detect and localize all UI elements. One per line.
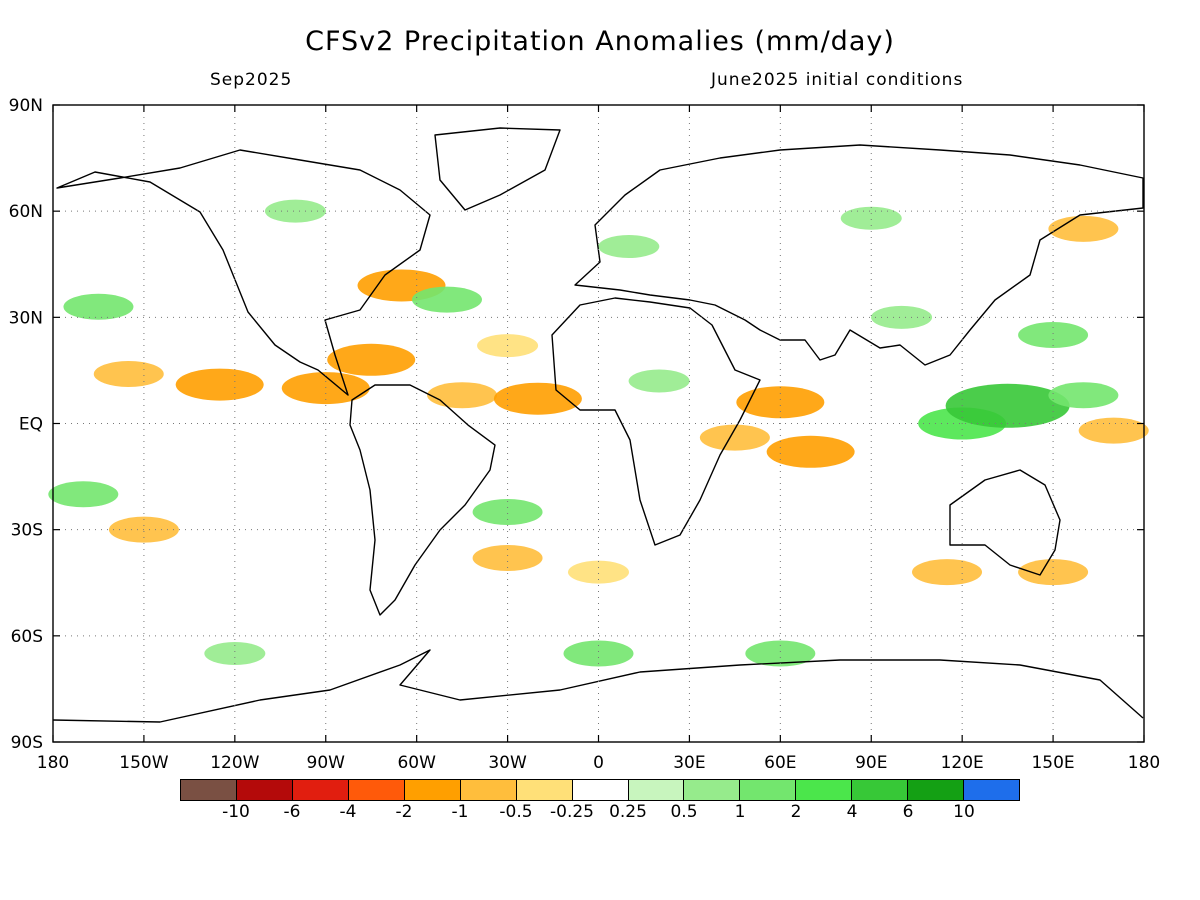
colorbar-swatch bbox=[572, 780, 629, 800]
colorbar-swatch bbox=[236, 780, 293, 800]
axis-labels: 180 150W 120W 90W 60W 30W 0 30E 60E 90E 120E 150E 18… bbox=[9, 96, 1161, 773]
anomaly-patch bbox=[175, 368, 264, 401]
axis-ticks bbox=[52, 104, 1145, 743]
valid-month-label: Sep2025 bbox=[210, 70, 293, 90]
lon-tick-label: 60E bbox=[764, 753, 796, 773]
colorbar-label: 0.5 bbox=[670, 802, 698, 822]
lat-tick-label: 60N bbox=[9, 202, 43, 222]
anomaly-patch bbox=[1048, 382, 1119, 409]
colorbar-label: 10 bbox=[953, 802, 975, 822]
lon-tick-label: 150W bbox=[119, 753, 168, 773]
anomaly-patch bbox=[493, 382, 582, 415]
south-america-coastline bbox=[349, 384, 496, 616]
colorbar-swatch bbox=[908, 780, 965, 800]
anomaly-patch bbox=[1048, 215, 1119, 242]
anomaly-patch bbox=[472, 498, 543, 525]
map-title: CFSv2 Precipitation Anomalies (mm/day) bbox=[305, 26, 895, 57]
anomaly-patch bbox=[745, 640, 816, 667]
colorbar-swatch bbox=[348, 780, 405, 800]
lat-tick-label: 90S bbox=[11, 733, 43, 753]
lon-tick-label: 150E bbox=[1031, 753, 1074, 773]
anomaly-patch bbox=[281, 372, 370, 405]
lon-tick-label: 30E bbox=[673, 753, 705, 773]
colorbar-label: -0.25 bbox=[550, 802, 594, 822]
africa-coastline bbox=[551, 297, 761, 546]
colorbar-label: -0.5 bbox=[499, 802, 533, 822]
lat-tick-label: 30S bbox=[11, 521, 43, 541]
anomaly-patch bbox=[1018, 322, 1089, 349]
colorbar-label: -4 bbox=[339, 802, 357, 822]
colorbar-label: 6 bbox=[902, 802, 914, 822]
colorbar-swatch bbox=[796, 780, 853, 800]
colorbar-swatch bbox=[181, 780, 237, 800]
lon-tick-label: 90E bbox=[855, 753, 887, 773]
colorbar bbox=[180, 779, 1020, 801]
colorbar-swatch bbox=[460, 780, 517, 800]
anomaly-patch bbox=[1018, 559, 1089, 586]
colorbar-swatch bbox=[516, 780, 573, 800]
lat-tick-label: 60S bbox=[11, 627, 43, 647]
north-america-coastline bbox=[56, 149, 431, 396]
eurasia-coastline bbox=[574, 144, 1144, 366]
lon-tick-label: 30W bbox=[488, 753, 527, 773]
lat-tick-label: 90N bbox=[9, 96, 43, 116]
anomaly-patch bbox=[264, 199, 326, 223]
colorbar-label: 2 bbox=[790, 802, 802, 822]
anomaly-patch bbox=[568, 560, 629, 584]
lat-tick-label: EQ bbox=[19, 415, 43, 435]
lon-tick-label: 120E bbox=[941, 753, 984, 773]
colorbar-swatch bbox=[628, 780, 685, 800]
colorbar-swatch bbox=[292, 780, 349, 800]
anomaly-patch bbox=[736, 386, 825, 419]
anomaly-field bbox=[48, 199, 1149, 667]
anomaly-patch bbox=[1078, 417, 1149, 444]
anomaly-patch bbox=[93, 360, 164, 387]
anomaly-patch bbox=[48, 481, 119, 508]
anomaly-patch bbox=[871, 305, 933, 329]
anomaly-patch bbox=[63, 293, 134, 320]
lat-tick-label: 30N bbox=[9, 308, 43, 328]
colorbar-label: 0.25 bbox=[609, 802, 647, 822]
anomaly-patch bbox=[766, 435, 855, 468]
lon-tick-label: 120W bbox=[210, 753, 259, 773]
lon-tick-label: 90W bbox=[307, 753, 346, 773]
anomaly-patch bbox=[628, 369, 690, 393]
coastlines bbox=[52, 127, 1144, 723]
anomaly-patch bbox=[912, 559, 983, 586]
anomaly-patch bbox=[204, 642, 266, 666]
anomaly-patch bbox=[327, 343, 416, 376]
colorbar-swatch bbox=[740, 780, 797, 800]
australia-coastline bbox=[949, 469, 1061, 576]
lon-tick-label: 60W bbox=[397, 753, 436, 773]
graticule bbox=[53, 105, 1144, 742]
antarctica-coastline bbox=[52, 649, 1144, 723]
anomaly-patch bbox=[598, 235, 660, 259]
anomaly-patch bbox=[945, 383, 1070, 428]
colorbar-swatch bbox=[852, 780, 909, 800]
colorbar-label: 1 bbox=[734, 802, 746, 822]
greenland-coastline bbox=[434, 127, 561, 211]
anomaly-patch bbox=[411, 286, 482, 313]
initial-conditions-label: June2025 initial conditions bbox=[711, 70, 964, 90]
colorbar-label: 4 bbox=[846, 802, 858, 822]
colorbar-label: -2 bbox=[395, 802, 413, 822]
colorbar-labels: -10 -6 -4 -2 -1 -0.5 -0.25 0.25 0.5 1 2 4 6 10 bbox=[180, 802, 1020, 824]
colorbar-swatch bbox=[964, 780, 1020, 800]
lon-tick-label: 180 bbox=[1128, 753, 1160, 773]
colorbar-swatch bbox=[404, 780, 461, 800]
lon-tick-label: 180 bbox=[37, 753, 69, 773]
anomaly-patch bbox=[563, 640, 634, 667]
lon-tick-label: 0 bbox=[593, 753, 604, 773]
anomaly-patch bbox=[840, 206, 902, 230]
colorbar-swatch bbox=[684, 780, 741, 800]
anomaly-patch bbox=[427, 382, 498, 409]
colorbar-label: -10 bbox=[222, 802, 250, 822]
colorbar-label: -6 bbox=[283, 802, 301, 822]
anomaly-patch bbox=[699, 424, 770, 451]
anomaly-patch bbox=[472, 544, 543, 571]
colorbar-label: -1 bbox=[451, 802, 469, 822]
